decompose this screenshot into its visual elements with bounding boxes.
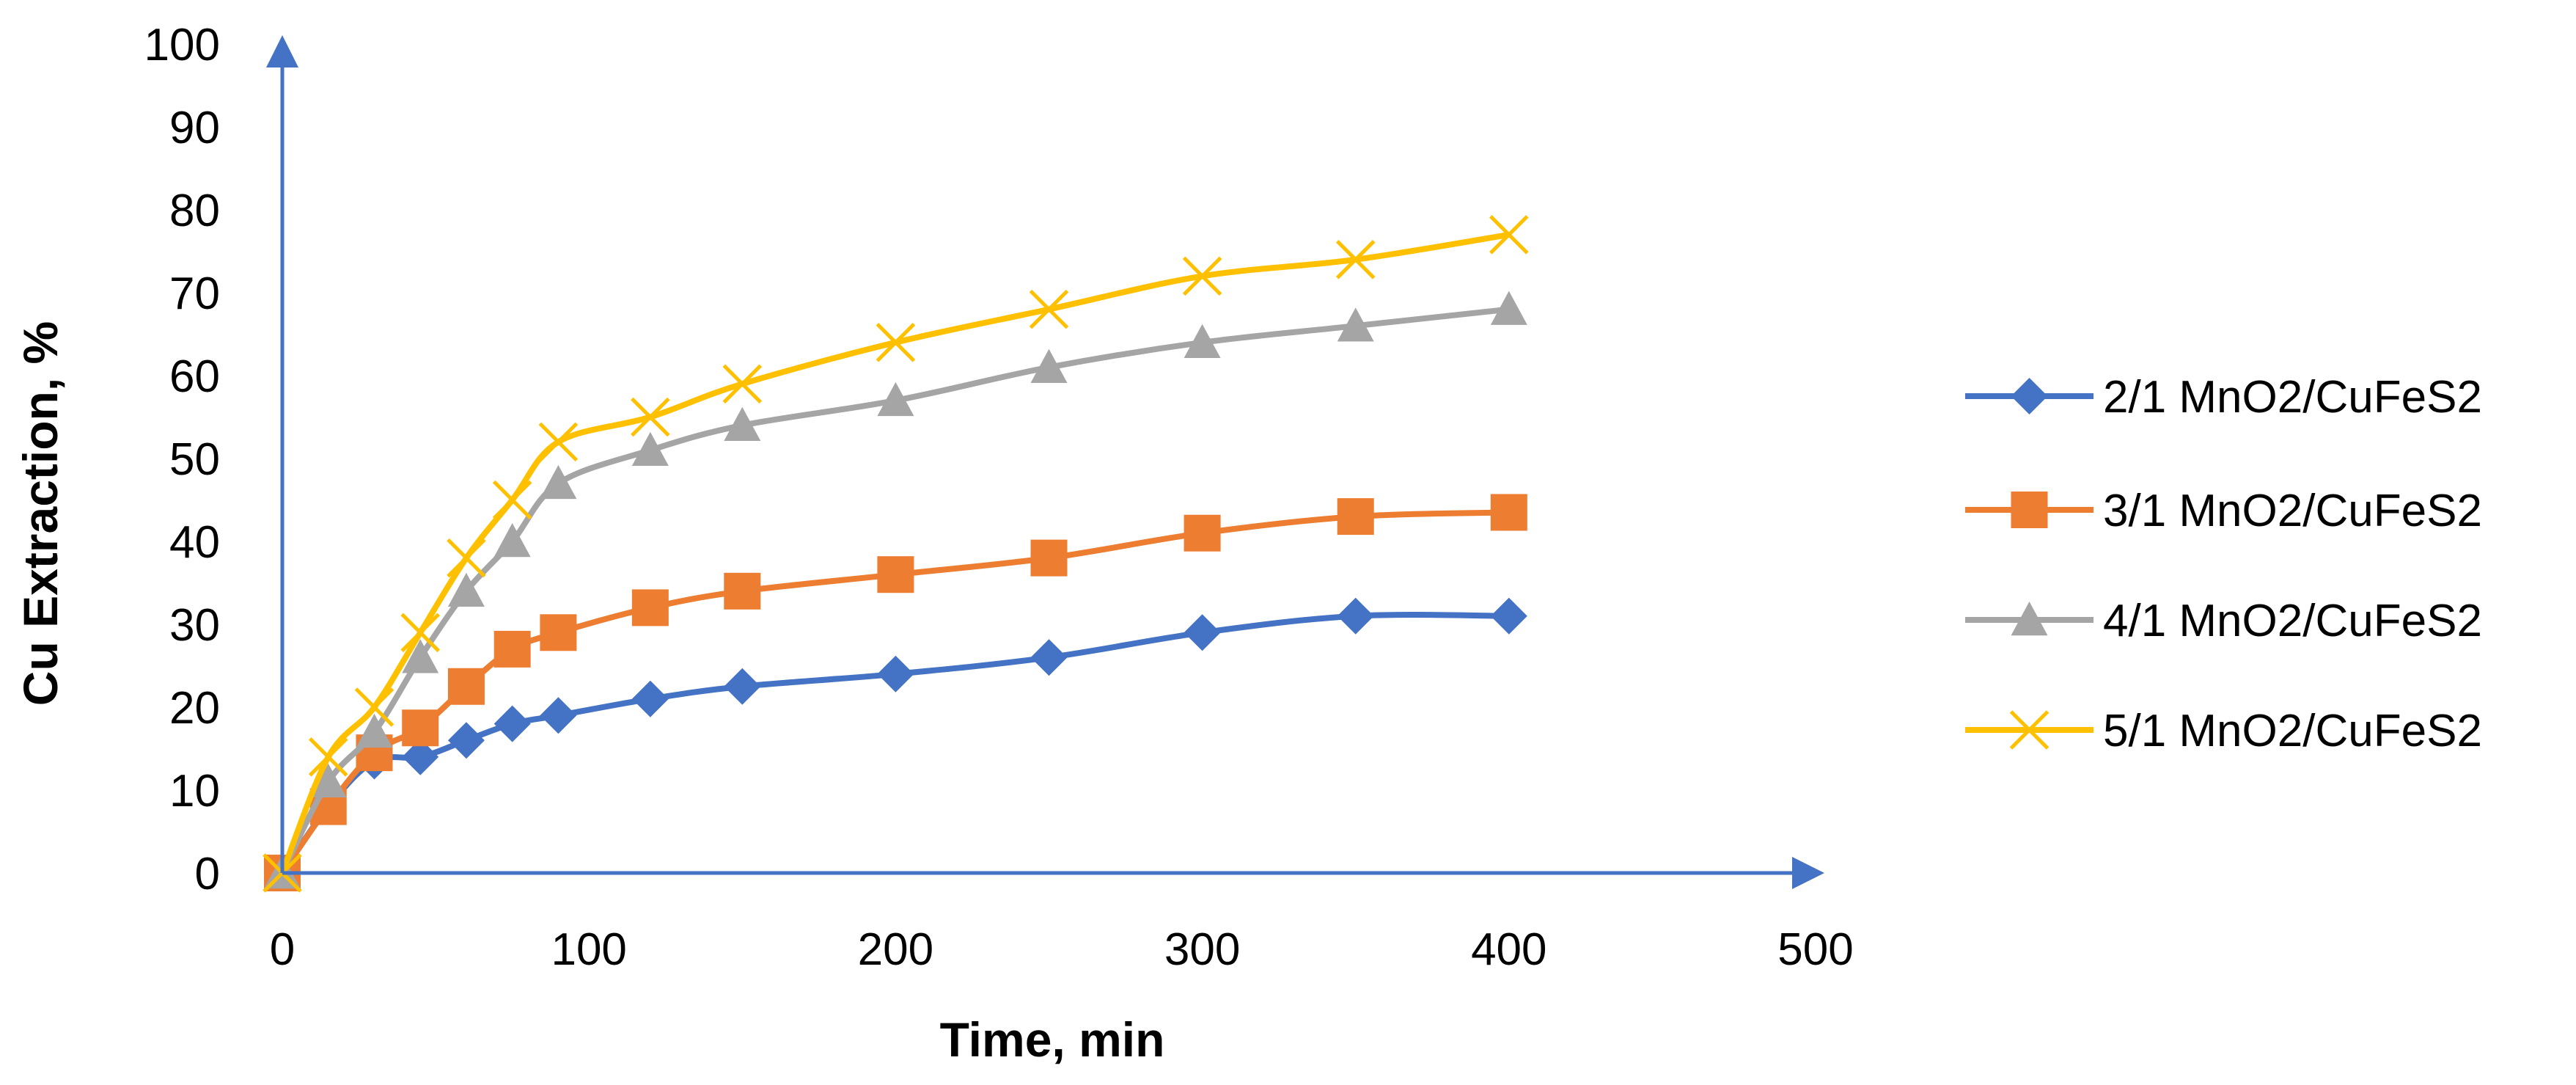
- data-point: [724, 668, 761, 705]
- legend-entry: 3/1 MnO2/CuFeS2: [1965, 486, 2482, 536]
- data-point: [540, 614, 577, 651]
- series-line: [279, 612, 1512, 876]
- data-point: [447, 722, 485, 759]
- data-point: [1335, 240, 1376, 280]
- x-tick-label: 400: [1471, 924, 1546, 975]
- data-point: [1184, 324, 1221, 359]
- data-point: [722, 364, 763, 404]
- data-point: [538, 422, 579, 462]
- y-axis-title: Cu Extraction, %: [13, 321, 67, 706]
- data-point: [877, 381, 914, 417]
- series-1: [264, 597, 1527, 891]
- data-point: [877, 556, 914, 593]
- x-axis-title: Time, min: [940, 1012, 1165, 1067]
- data-point: [724, 406, 761, 442]
- data-point: [1030, 639, 1068, 676]
- y-tick-label: 40: [169, 517, 220, 568]
- data-point: [1182, 256, 1222, 296]
- y-tick-label: 0: [195, 849, 220, 899]
- data-point: [493, 630, 531, 668]
- y-tick-label: 80: [169, 186, 220, 236]
- legend-marker: [2011, 602, 2048, 636]
- legend-entry: 4/1 MnO2/CuFeS2: [1965, 596, 2482, 646]
- series-2: [264, 494, 1527, 891]
- data-point: [1490, 291, 1527, 325]
- data-point: [540, 464, 577, 500]
- data-point: [876, 323, 916, 362]
- data-point: [631, 589, 669, 626]
- y-tick-label: 100: [144, 20, 220, 70]
- x-tick-label: 100: [551, 924, 626, 975]
- legend-label: 2/1 MnO2/CuFeS2: [2103, 372, 2482, 423]
- data-point: [492, 480, 532, 520]
- data-point: [631, 397, 670, 437]
- data-point: [308, 737, 348, 777]
- data-point: [400, 613, 440, 653]
- data-point: [493, 705, 531, 742]
- legend-label: 3/1 MnO2/CuFeS2: [2103, 486, 2482, 536]
- legend-label: 4/1 MnO2/CuFeS2: [2103, 596, 2482, 646]
- data-point: [631, 680, 669, 717]
- data-point: [356, 713, 393, 748]
- x-tick-label: 300: [1164, 924, 1240, 975]
- data-point: [447, 538, 486, 578]
- data-point: [1489, 215, 1529, 255]
- y-tick-label: 10: [169, 766, 220, 817]
- x-tick-label: 500: [1777, 924, 1853, 975]
- legend-entry: 2/1 MnO2/CuFeS2: [1965, 372, 2482, 423]
- data-point: [447, 572, 485, 607]
- y-tick-label: 60: [169, 351, 220, 402]
- data-point: [1490, 597, 1527, 635]
- data-point: [1029, 289, 1069, 329]
- y-tick-label: 70: [169, 268, 220, 319]
- data-point: [724, 572, 761, 610]
- y-tick-label: 20: [169, 683, 220, 734]
- series-line: [279, 231, 1512, 876]
- data-point: [309, 763, 347, 797]
- x-tick-label: 200: [858, 924, 933, 975]
- data-point: [1184, 614, 1221, 651]
- y-tick-label: 50: [169, 434, 220, 485]
- data-point: [402, 639, 439, 673]
- data-point: [1337, 597, 1374, 635]
- y-tick-label: 30: [169, 600, 220, 651]
- legend-marker: [2011, 492, 2048, 528]
- data-point: [354, 687, 395, 727]
- series-line: [279, 509, 1512, 876]
- data-point: [631, 431, 669, 466]
- data-point: [1030, 348, 1068, 383]
- y-tick-label: 90: [169, 103, 220, 153]
- label-layer: Time, min Cu Extraction, %: [13, 321, 1164, 1067]
- legend-label: 5/1 MnO2/CuFeS2: [2103, 706, 2482, 756]
- x-tick-label: 0: [270, 924, 295, 975]
- legend-marker: [2009, 710, 2050, 750]
- series-layer: [263, 215, 1529, 893]
- data-point: [1490, 494, 1527, 531]
- data-point: [1184, 514, 1221, 552]
- data-point: [1030, 539, 1068, 577]
- data-point: [402, 738, 439, 775]
- data-point: [877, 655, 914, 693]
- data-point: [1337, 498, 1374, 536]
- legend-marker: [2011, 378, 2048, 414]
- axis-layer: 0 10 20 30 40 50 60 70 80 90 100 0 100 200 300 400 500: [144, 20, 1854, 975]
- series-4: [263, 215, 1529, 893]
- data-point: [402, 709, 439, 747]
- series-line: [279, 306, 1512, 876]
- data-point: [540, 697, 577, 734]
- data-point: [1337, 307, 1374, 342]
- data-point: [447, 668, 485, 705]
- legend: 2/1 MnO2/CuFeS2 3/1 MnO2/CuFeS2 4/1 MnO2/C…: [1965, 372, 2482, 756]
- data-point: [493, 523, 531, 558]
- legend-entry: 5/1 MnO2/CuFeS2: [1965, 706, 2482, 756]
